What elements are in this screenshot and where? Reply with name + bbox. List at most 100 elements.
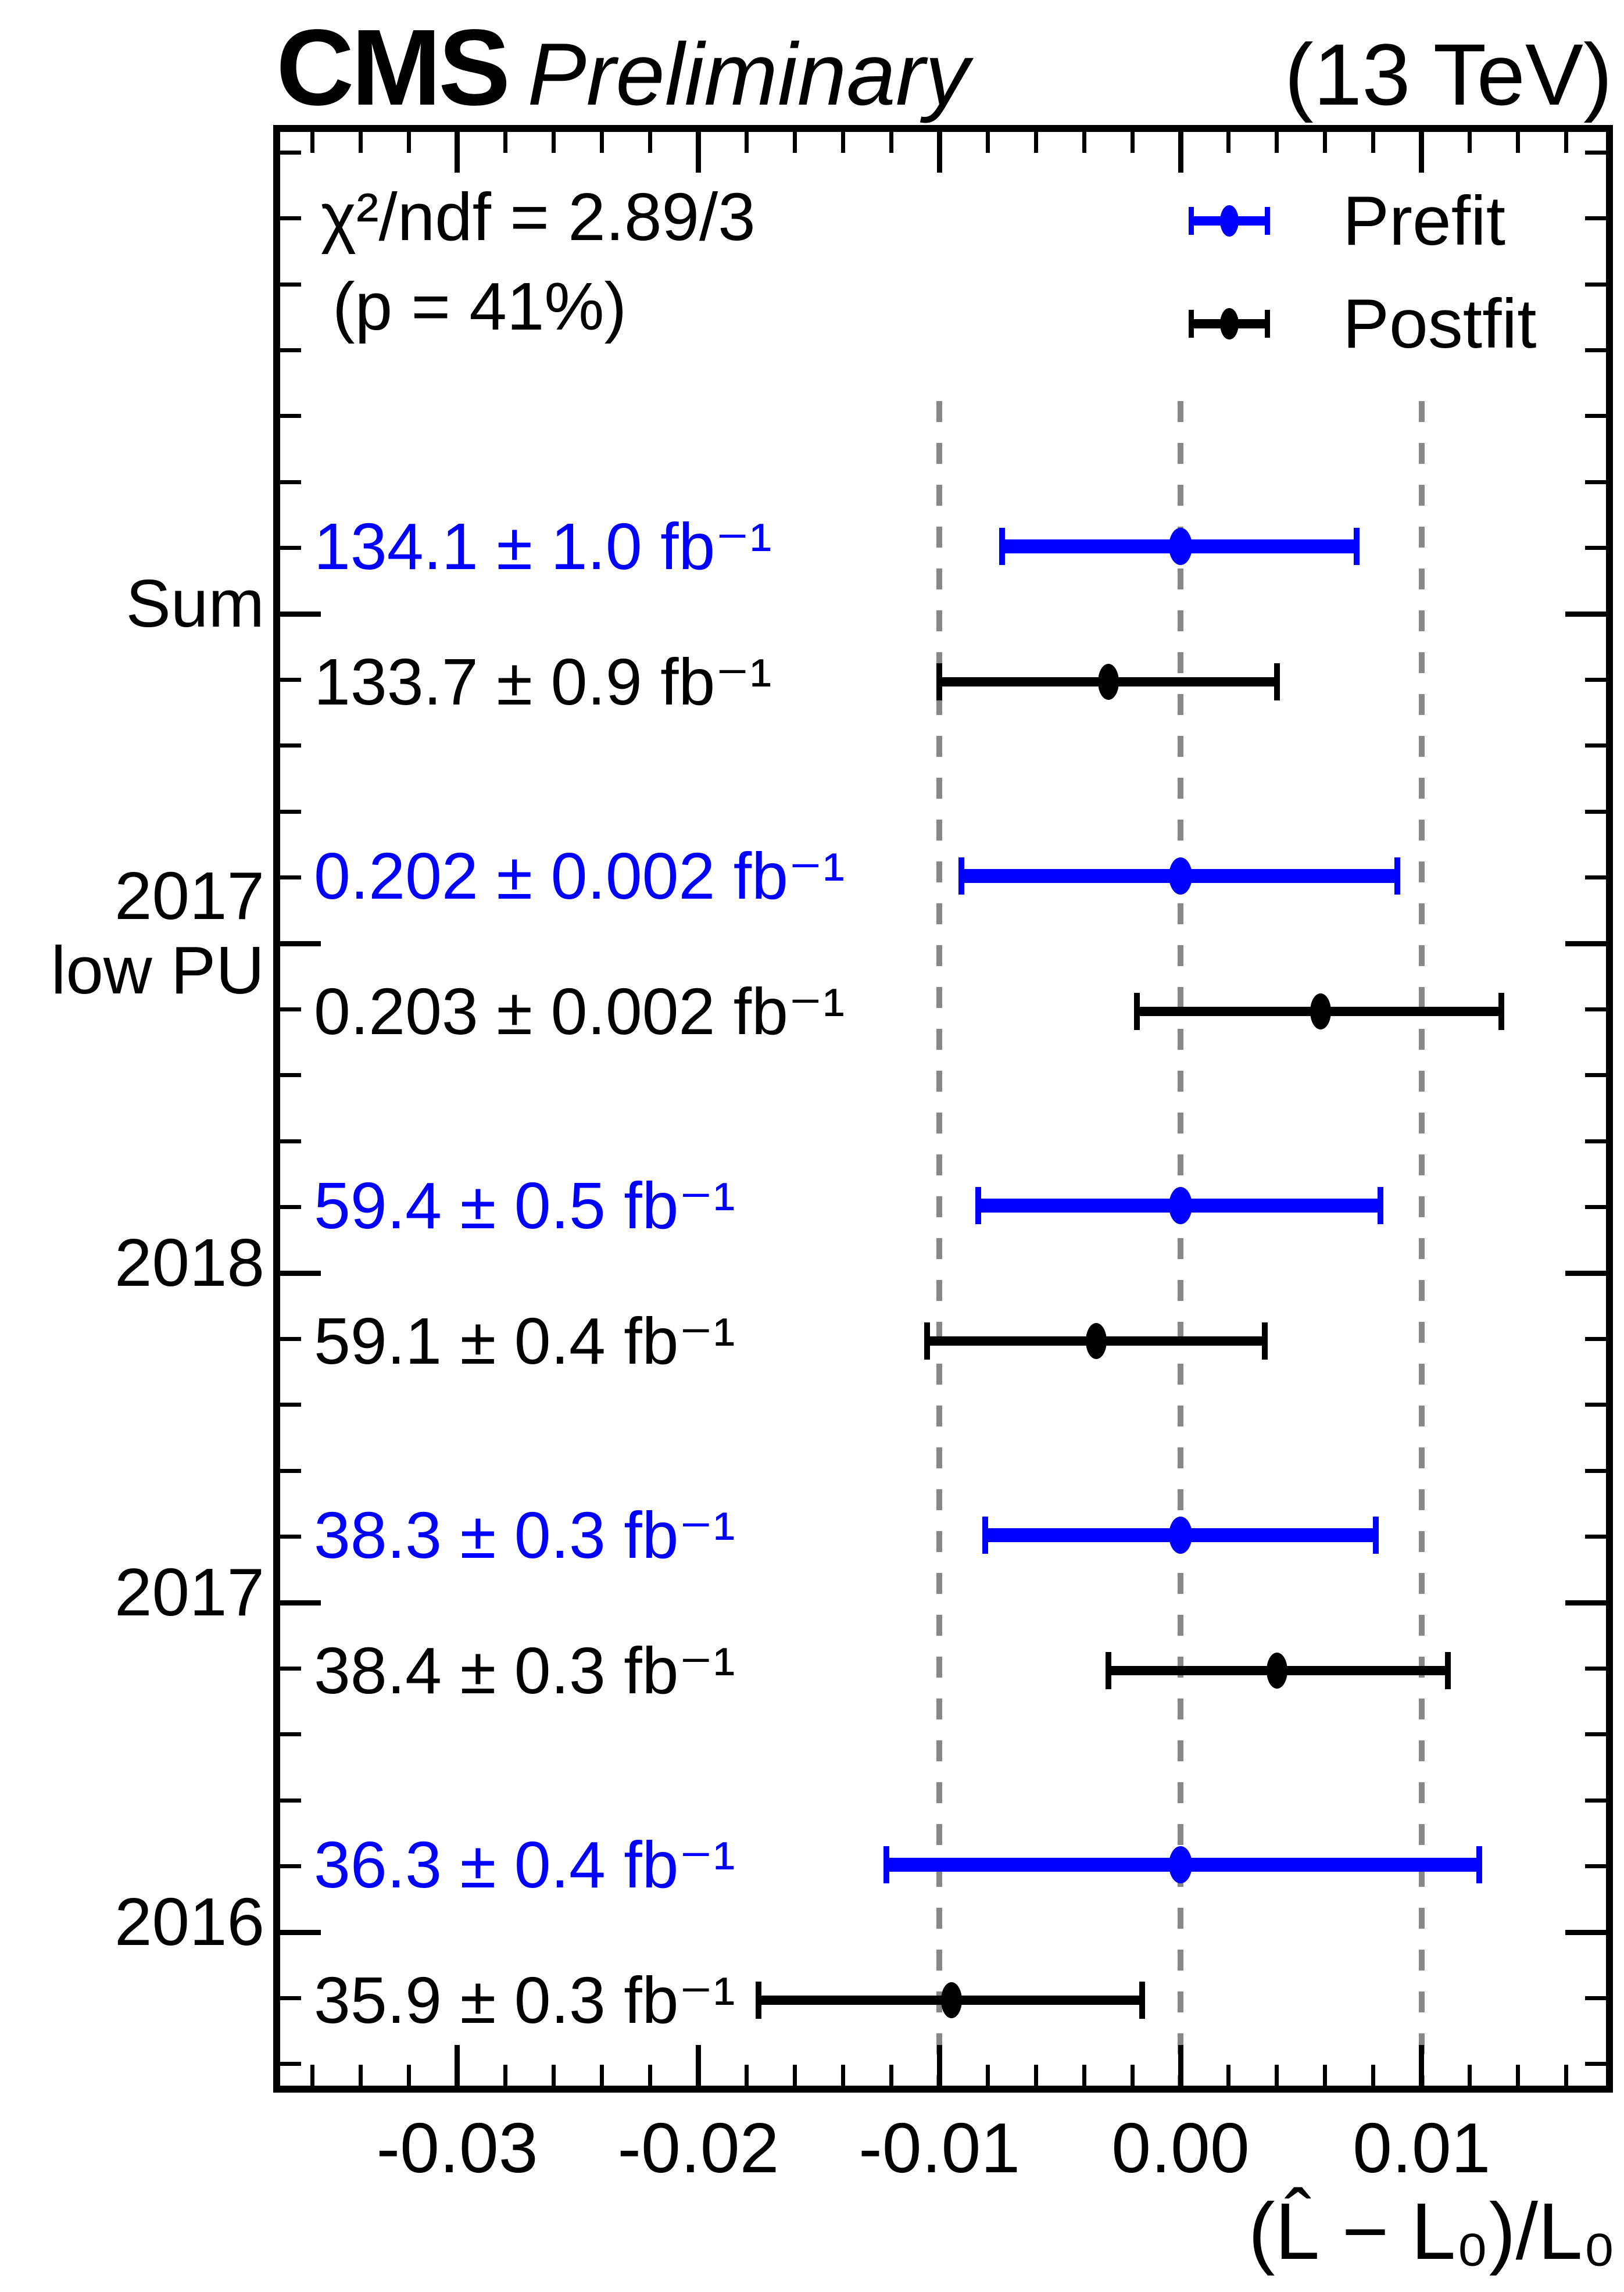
errorbar-cap-right-postfit bbox=[1262, 1322, 1268, 1360]
x-minor-tick-bottom bbox=[889, 2065, 893, 2086]
y-minor-tick-left bbox=[280, 2062, 301, 2066]
x-minor-tick-bottom bbox=[503, 2065, 508, 2086]
preliminary-label: Preliminary bbox=[527, 25, 970, 124]
x-minor-tick-bottom bbox=[985, 2065, 990, 2086]
marker-postfit bbox=[1085, 1323, 1107, 1359]
value-label-prefit: 36.3 ± 0.4 fb⁻¹ bbox=[314, 1828, 735, 1901]
y-major-tick-right bbox=[1565, 1600, 1606, 1606]
x-tick-label: -0.03 bbox=[376, 2108, 538, 2187]
y-minor-tick-left bbox=[280, 1996, 301, 2000]
x-minor-tick-top bbox=[840, 132, 845, 153]
x-tick-label: 0.01 bbox=[1353, 2108, 1491, 2187]
marker-prefit bbox=[1169, 1187, 1192, 1224]
y-minor-tick-right bbox=[1585, 1864, 1606, 1869]
errorbar-cap-left-prefit bbox=[975, 1187, 981, 1224]
x-minor-tick-bottom bbox=[1033, 2065, 1038, 2086]
errorbar-cap-left-prefit bbox=[999, 528, 1006, 565]
value-label-postfit: 133.7 ± 0.9 fb⁻¹ bbox=[314, 645, 772, 718]
x-minor-tick-top bbox=[744, 132, 749, 153]
x-major-tick-bottom bbox=[1419, 2045, 1425, 2086]
value-label-prefit: 0.202 ± 0.002 fb⁻¹ bbox=[314, 839, 845, 913]
y-minor-tick-right bbox=[1585, 1205, 1606, 1210]
errorbar-cap-right-postfit bbox=[1139, 1982, 1145, 2019]
y-minor-tick-left bbox=[280, 1864, 301, 1869]
marker-prefit bbox=[1169, 1846, 1192, 1883]
y-minor-tick-right bbox=[1585, 1732, 1606, 1737]
x-minor-tick-top bbox=[1275, 132, 1279, 153]
group-label: 2017 bbox=[114, 1554, 264, 1630]
pvalue-text: (p = 41%) bbox=[332, 269, 627, 344]
y-minor-tick-right bbox=[1585, 1468, 1606, 1473]
x-minor-tick-bottom bbox=[310, 2065, 315, 2086]
errorbar-cap-left-postfit bbox=[1105, 1652, 1111, 1689]
legend-entry-label: Postfit bbox=[1343, 285, 1537, 363]
dashed-gridline bbox=[936, 401, 943, 2093]
marker-postfit bbox=[940, 1982, 962, 2018]
y-minor-tick-left bbox=[280, 348, 301, 352]
y-minor-tick-right bbox=[1585, 1798, 1606, 1803]
x-minor-tick-bottom bbox=[1564, 2065, 1569, 2086]
x-minor-tick-bottom bbox=[407, 2065, 412, 2086]
errorbar-cap-left-postfit bbox=[936, 663, 943, 700]
x-minor-tick-top bbox=[1226, 132, 1231, 153]
x-minor-tick-bottom bbox=[744, 2065, 749, 2086]
y-minor-tick-left bbox=[280, 1205, 301, 1210]
y-minor-tick-right bbox=[1585, 677, 1606, 682]
x-minor-tick-bottom bbox=[552, 2065, 556, 2086]
y-minor-tick-right bbox=[1585, 480, 1606, 484]
value-label-postfit: 38.4 ± 0.3 fb⁻¹ bbox=[314, 1634, 735, 1707]
x-tick-label: -0.02 bbox=[617, 2108, 779, 2187]
x-minor-tick-top bbox=[359, 132, 363, 153]
y-minor-tick-left bbox=[280, 1798, 301, 1803]
x-minor-tick-bottom bbox=[1323, 2065, 1328, 2086]
plot-frame bbox=[273, 125, 1613, 2093]
x-minor-tick-top bbox=[407, 132, 412, 153]
plot-header: CMS Preliminary (13 TeV) bbox=[276, 6, 1612, 130]
x-minor-tick-top bbox=[1130, 132, 1135, 153]
x-minor-tick-top bbox=[648, 132, 652, 153]
y-major-tick-right bbox=[1565, 1270, 1606, 1276]
y-minor-tick-left bbox=[280, 1139, 301, 1143]
errorbar-cap-right-prefit bbox=[1394, 857, 1401, 895]
x-minor-tick-bottom bbox=[1371, 2065, 1376, 2086]
value-label-prefit: 134.1 ± 1.0 fb⁻¹ bbox=[314, 510, 772, 583]
x-major-tick-top bbox=[1178, 132, 1183, 173]
y-minor-tick-right bbox=[1585, 1535, 1606, 1539]
y-minor-tick-left bbox=[280, 150, 301, 155]
y-major-tick-left bbox=[280, 1600, 321, 1606]
errorbar-cap-left-postfit bbox=[924, 1322, 931, 1360]
y-minor-tick-right bbox=[1585, 1666, 1606, 1671]
legend-sample-cap-left bbox=[1189, 207, 1194, 235]
errorbar-cap-right-postfit bbox=[1445, 1652, 1451, 1689]
errorbar-cap-right-postfit bbox=[1498, 993, 1504, 1030]
legend-entry-label: Prefit bbox=[1343, 182, 1506, 260]
y-minor-tick-left bbox=[280, 1666, 301, 1671]
value-label-prefit: 38.3 ± 0.3 fb⁻¹ bbox=[314, 1499, 735, 1572]
x-minor-tick-top bbox=[599, 132, 604, 153]
y-minor-tick-right bbox=[1585, 2062, 1606, 2066]
y-major-tick-right bbox=[1565, 611, 1606, 617]
x-minor-tick-top bbox=[503, 132, 508, 153]
y-minor-tick-left bbox=[280, 1007, 301, 1011]
x-minor-tick-top bbox=[1323, 132, 1328, 153]
errorbar-cap-left-prefit bbox=[883, 1846, 889, 1883]
errorbar-cap-right-prefit bbox=[1476, 1846, 1483, 1883]
energy-label: (13 TeV) bbox=[1284, 26, 1612, 123]
cms-logo: CMS bbox=[276, 8, 510, 128]
y-major-tick-left bbox=[280, 611, 321, 617]
legend-sample-marker bbox=[1220, 308, 1239, 339]
x-minor-tick-top bbox=[310, 132, 315, 153]
x-minor-tick-top bbox=[985, 132, 990, 153]
dashed-gridline bbox=[1418, 401, 1425, 2093]
y-minor-tick-right bbox=[1585, 1007, 1606, 1011]
x-minor-tick-top bbox=[1082, 132, 1086, 153]
value-label-prefit: 59.4 ± 0.5 fb⁻¹ bbox=[314, 1169, 735, 1242]
y-minor-tick-right bbox=[1585, 1139, 1606, 1143]
y-major-tick-right bbox=[1565, 941, 1606, 946]
group-label: 2016 bbox=[114, 1884, 264, 1960]
y-minor-tick-right bbox=[1585, 1403, 1606, 1407]
x-minor-tick-bottom bbox=[1516, 2065, 1521, 2086]
errorbar-cap-right-prefit bbox=[1372, 1517, 1379, 1554]
x-minor-tick-top bbox=[1564, 132, 1569, 153]
y-minor-tick-left bbox=[280, 809, 301, 814]
